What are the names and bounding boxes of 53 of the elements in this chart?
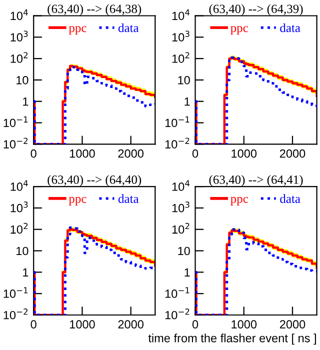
x-tick-label: 2000 (118, 320, 144, 329)
y-tick-label: 10 (178, 76, 190, 84)
y-tick-label: 10$^{−2}$ (165, 308, 190, 320)
y-tick-label: 10$^{3}$ (172, 30, 190, 42)
y-tick-label: 10$^{−2}$ (165, 138, 190, 148)
y-tick-label: 10$^{−1}$ (4, 287, 28, 298)
y-tick-label: 10$^{−1}$ (165, 287, 190, 298)
y-tick-label: 10$^{4}$ (172, 180, 190, 191)
y-tick-label: 1 (23, 98, 28, 106)
x-tick-label: 2000 (280, 149, 306, 158)
y-tick-label: 10$^{2}$ (172, 222, 190, 234)
y-tick-label: 10$^{2}$ (10, 222, 28, 234)
x-tick-label: 1000 (232, 149, 257, 158)
x-tick-label: 0 (30, 149, 36, 158)
x-tick-label: 0 (192, 149, 198, 158)
x-tick-label: 0 (192, 320, 198, 329)
chart-title: (63,40) --> (64,39) (209, 4, 303, 16)
x-tick-label: 2000 (280, 320, 306, 329)
series-label: ppc (230, 26, 248, 35)
legend-label: ppc (68, 26, 86, 35)
x-tick-label: 1000 (232, 320, 257, 329)
y-tick-label: 10$^{−2}$ (4, 138, 28, 148)
legend-label: data (118, 23, 139, 32)
x-axis-title: time from the flasher event [ ns ] (148, 334, 316, 345)
y-tick-label: 10 (178, 246, 190, 256)
y-tick-label: 1 (184, 268, 190, 276)
chart-title: (63,40) --> (64,38) (48, 4, 142, 16)
x-tick-label: 0 (30, 320, 36, 329)
y-tick-label: 10 (16, 246, 28, 256)
y-tick-label: 10$^{2}$ (172, 52, 190, 63)
x-tick-label: 1000 (70, 149, 95, 158)
legend-label: data (280, 23, 300, 32)
y-tick-label: 10$^{4}$ (172, 9, 190, 20)
chart-title: (63,40) --> (64,40) (48, 175, 142, 186)
y-tick-label: 10$^{−1}$ (165, 116, 190, 128)
x-tick-label: 2000 (118, 149, 144, 158)
x-tick-label: 1000 (70, 320, 95, 329)
legend-label: ppc (68, 196, 86, 206)
series-label: ppc (230, 196, 248, 206)
y-tick-label: 10$^{4}$ (10, 180, 28, 191)
legend-label: data (280, 194, 300, 203)
y-tick-label: 1 (23, 268, 28, 276)
y-tick-label: 10$^{2}$ (10, 52, 28, 63)
y-tick-label: 10$^{4}$ (10, 9, 28, 20)
y-tick-label: 10$^{3}$ (172, 202, 190, 212)
y-tick-label: 1 (184, 98, 190, 106)
y-tick-label: 10$^{−2}$ (4, 308, 28, 320)
y-tick-label: 10$^{3}$ (10, 202, 28, 212)
y-tick-label: 10 (16, 76, 28, 84)
legend-label: data (118, 194, 139, 203)
y-tick-label: 10$^{3}$ (10, 30, 28, 42)
chart-title: (63,40) --> (64,41) (209, 175, 303, 186)
y-tick-label: 10$^{−1}$ (4, 116, 28, 128)
